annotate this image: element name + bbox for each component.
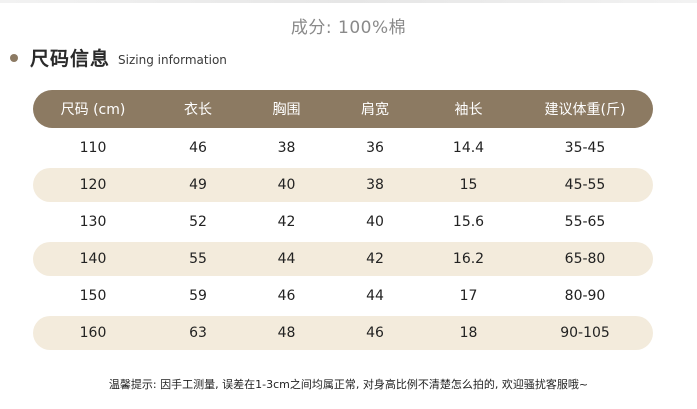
cell-size: 130 xyxy=(79,214,107,230)
cell-sleeve: 15 xyxy=(459,177,478,193)
cell-sleeve: 17 xyxy=(459,288,478,304)
cell-chest: 46 xyxy=(277,288,296,304)
header-length: 衣长 xyxy=(184,102,212,118)
cell-shoulder: 44 xyxy=(366,288,384,304)
cell-size: 140 xyxy=(79,251,107,267)
cell-length: 49 xyxy=(189,177,207,193)
bullet-dot-icon xyxy=(10,53,18,62)
cell-length: 46 xyxy=(189,140,207,156)
cell-chest: 44 xyxy=(277,251,296,267)
cell-sleeve: 15.6 xyxy=(452,214,485,230)
cell-shoulder: 46 xyxy=(366,325,384,341)
cell-weight: 80-90 xyxy=(564,288,606,304)
fabric-composition: 成分: 100%棉 xyxy=(290,18,407,38)
table-row: 140 55 44 42 16.2 65-80 xyxy=(33,242,653,276)
table-row: 160 63 48 46 18 90-105 xyxy=(33,316,653,350)
section-header: 尺码信息 Sizing information xyxy=(10,44,227,71)
cell-length: 55 xyxy=(189,251,207,267)
header-weight: 建议体重(斤) xyxy=(544,102,626,118)
cell-weight: 35-45 xyxy=(564,140,606,156)
cell-size: 160 xyxy=(79,325,107,341)
cell-weight: 45-55 xyxy=(564,177,606,193)
cell-chest: 38 xyxy=(277,140,296,156)
cell-shoulder: 36 xyxy=(366,140,384,156)
header-chest: 胸围 xyxy=(272,102,301,118)
cell-chest: 48 xyxy=(277,325,296,341)
header-sleeve: 袖长 xyxy=(454,102,483,118)
table-row: 120 49 40 38 15 45-55 xyxy=(33,168,653,202)
cell-size: 110 xyxy=(79,140,107,156)
cell-weight: 90-105 xyxy=(560,325,610,341)
cell-length: 59 xyxy=(189,288,207,304)
table-header: 尺码 (cm) 衣长 胸围 肩宽 袖长 建议体重(斤) xyxy=(33,90,653,128)
cell-length: 63 xyxy=(189,325,207,341)
size-table: 尺码 (cm) 衣长 胸围 肩宽 袖长 建议体重(斤) 110 46 38 36… xyxy=(33,90,653,350)
cell-shoulder: 38 xyxy=(366,177,384,193)
cell-size: 150 xyxy=(79,288,107,304)
cell-sleeve: 16.2 xyxy=(452,251,485,267)
cell-weight: 55-65 xyxy=(564,214,606,230)
cell-sleeve: 18 xyxy=(459,325,478,341)
top-divider xyxy=(0,0,697,3)
table-row: 110 46 38 36 14.4 35-45 xyxy=(33,131,653,165)
cell-chest: 40 xyxy=(277,177,296,193)
cell-chest: 42 xyxy=(277,214,296,230)
cell-shoulder: 42 xyxy=(366,251,384,267)
cell-length: 52 xyxy=(189,214,207,230)
cell-shoulder: 40 xyxy=(366,214,384,230)
cell-sleeve: 14.4 xyxy=(452,140,485,156)
section-subtitle: Sizing information xyxy=(118,52,227,67)
table-row: 150 59 46 44 17 80-90 xyxy=(33,279,653,313)
measurement-note: 温馨提示: 因手工测量, 误差在1-3cm之间均属正常, 对身高比例不清楚怎么拍… xyxy=(108,378,589,391)
section-title: 尺码信息 xyxy=(30,48,111,70)
header-shoulder: 肩宽 xyxy=(361,102,389,118)
cell-size: 120 xyxy=(79,177,107,193)
cell-weight: 65-80 xyxy=(564,251,606,267)
header-size: 尺码 (cm) xyxy=(60,102,126,118)
table-row: 130 52 42 40 15.6 55-65 xyxy=(33,205,653,239)
